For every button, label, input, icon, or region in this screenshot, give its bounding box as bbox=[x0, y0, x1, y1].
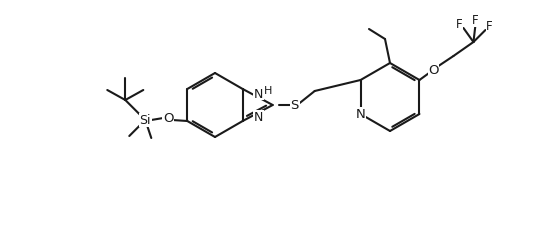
Text: N: N bbox=[254, 111, 263, 124]
Text: N: N bbox=[356, 108, 366, 121]
Text: O: O bbox=[163, 112, 174, 125]
Text: F: F bbox=[486, 20, 493, 33]
Text: F: F bbox=[456, 18, 463, 31]
Text: S: S bbox=[291, 99, 299, 112]
Text: N: N bbox=[254, 87, 263, 100]
Text: F: F bbox=[472, 14, 479, 27]
Text: O: O bbox=[428, 64, 438, 77]
Text: Si: Si bbox=[139, 114, 151, 127]
Text: H: H bbox=[264, 86, 272, 96]
